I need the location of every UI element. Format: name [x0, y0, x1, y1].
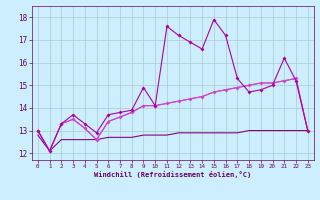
- X-axis label: Windchill (Refroidissement éolien,°C): Windchill (Refroidissement éolien,°C): [94, 171, 252, 178]
